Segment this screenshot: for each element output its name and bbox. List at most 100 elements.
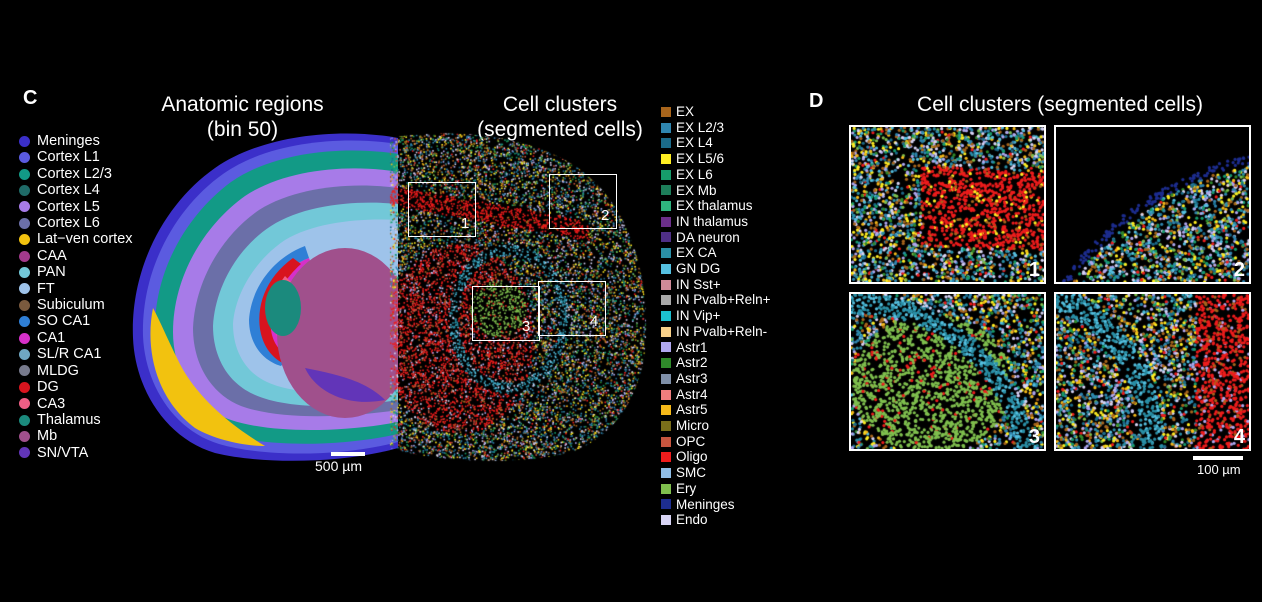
region-color-dot xyxy=(19,152,30,164)
cluster-legend-item: Ery xyxy=(661,481,771,497)
cluster-legend-label: IN Vip+ xyxy=(676,308,721,324)
region-legend-item: Cortex L1 xyxy=(19,149,133,165)
region-legend-item: Meninges xyxy=(19,133,133,149)
cluster-legend-label: Astr3 xyxy=(676,370,708,386)
cluster-legend-label: EX xyxy=(676,104,695,119)
cluster-color-square xyxy=(661,263,671,274)
cluster-legend-label: Astr2 xyxy=(676,355,708,371)
region-color-dot xyxy=(19,381,30,393)
region-color-dot xyxy=(19,398,30,410)
cluster-legend-item: IN Vip+ xyxy=(661,308,771,324)
cluster-legend-item: Astr1 xyxy=(661,340,771,356)
region-legend-item: SL/R CA1 xyxy=(19,346,133,362)
region-legend-item: PAN xyxy=(19,264,133,280)
region-color-dot xyxy=(19,431,30,443)
region-legend-label: Meninges xyxy=(37,133,100,149)
region-color-dot xyxy=(19,332,30,344)
inset-box-2 xyxy=(549,174,617,229)
cluster-legend-item: EX Mb xyxy=(661,183,771,199)
region-legend-label: Cortex L5 xyxy=(37,198,100,215)
region-color-dot xyxy=(19,168,30,180)
zoom-panel-3: 3 xyxy=(849,292,1046,451)
zoom-panel-4-label: 4 xyxy=(1233,426,1245,448)
region-legend-item: Mb xyxy=(19,428,133,444)
anatomic-regions-title-line1: Anatomic regions xyxy=(161,93,324,116)
cluster-legend-label: Astr1 xyxy=(676,339,708,355)
region-legend-item: Cortex L5 xyxy=(19,199,133,215)
cluster-legend-item: Micro xyxy=(661,418,771,434)
cluster-legend-item: Oligo xyxy=(661,449,771,465)
cluster-legend-item: EX thalamus xyxy=(661,198,771,214)
region-color-dot xyxy=(19,184,30,196)
cluster-legend-label: EX L2/3 xyxy=(676,119,725,135)
cluster-legend-label: IN Sst+ xyxy=(676,276,721,292)
cluster-legend-label: SMC xyxy=(676,465,706,481)
cluster-color-square xyxy=(661,420,671,431)
cluster-color-square xyxy=(661,405,671,416)
cluster-legend-label: EX L5/6 xyxy=(676,151,725,167)
cluster-color-square xyxy=(661,248,671,259)
cluster-legend-label: EX thalamus xyxy=(676,198,753,214)
region-color-dot xyxy=(19,135,30,147)
cluster-legend: EX EX L2/3 EX L4 EX L5/6 EX L6 EX Mb EX thalam… xyxy=(661,104,771,528)
cluster-legend-item: DA neuron xyxy=(661,230,771,246)
cluster-color-square xyxy=(661,452,671,463)
region-legend-item: Cortex L2/3 xyxy=(19,166,133,182)
region-color-dot xyxy=(19,217,30,229)
cluster-legend-item: IN Pvalb+Reln- xyxy=(661,324,771,340)
region-legend: Meninges Cortex L1 Cortex L2/3 Cortex L4 Cor… xyxy=(19,133,133,461)
region-legend-label: MLDG xyxy=(37,362,79,379)
anatomic-regions-title: Anatomic regions (bin 50) xyxy=(140,92,345,142)
zoom-panel-2: 2 xyxy=(1054,125,1251,284)
cluster-legend-item: EX xyxy=(661,104,771,120)
scalebar-500um xyxy=(331,452,365,456)
cluster-legend-label: EX L4 xyxy=(676,135,713,151)
inset-box-1 xyxy=(408,182,476,237)
cluster-color-square xyxy=(661,295,671,306)
region-color-dot xyxy=(19,316,30,328)
inset-box-1-label: 1 xyxy=(461,215,470,232)
scalebar-500um-label: 500 µm xyxy=(315,458,362,474)
cluster-legend-item: Endo xyxy=(661,512,771,528)
cluster-legend-item: SMC xyxy=(661,465,771,481)
region-legend-item: DG xyxy=(19,379,133,395)
region-legend-label: Subiculum xyxy=(37,297,105,314)
cluster-legend-item: EX L4 xyxy=(661,135,771,151)
cluster-color-square xyxy=(661,342,671,353)
cluster-color-square xyxy=(661,138,671,149)
region-color-dot xyxy=(19,250,30,262)
cluster-color-square xyxy=(661,216,671,227)
cluster-legend-label: Endo xyxy=(676,512,708,528)
zoom-panel-2-label: 2 xyxy=(1233,259,1245,281)
region-legend-label: Cortex L1 xyxy=(37,149,100,166)
panel-d-title: Cell clusters (segmented cells) xyxy=(917,93,1203,116)
cluster-legend-label: EX CA xyxy=(676,245,717,261)
cluster-color-square xyxy=(661,389,671,400)
zoom-panel-1: 1 xyxy=(849,125,1046,284)
region-legend-item: Cortex L6 xyxy=(19,215,133,231)
panel-c-letter: C xyxy=(23,87,38,109)
region-legend-label: SO CA1 xyxy=(37,313,91,330)
panel-d-letter: D xyxy=(809,90,824,112)
cluster-legend-item: Astr3 xyxy=(661,371,771,387)
region-legend-label: Cortex L6 xyxy=(37,215,100,232)
scalebar-100um-label: 100 µm xyxy=(1197,462,1241,477)
region-legend-item: MLDG xyxy=(19,363,133,379)
region-color-dot xyxy=(19,299,30,311)
cluster-color-square xyxy=(661,153,671,164)
cluster-color-square xyxy=(661,185,671,196)
cluster-legend-label: Ery xyxy=(676,480,697,496)
zoom-panel-4: 4 xyxy=(1054,292,1251,451)
cluster-color-square xyxy=(661,232,671,243)
cluster-legend-label: EX Mb xyxy=(676,182,717,198)
cluster-legend-item: Astr2 xyxy=(661,355,771,371)
cluster-legend-item: IN thalamus xyxy=(661,214,771,230)
cluster-legend-item: IN Sst+ xyxy=(661,277,771,293)
cluster-legend-label: IN thalamus xyxy=(676,213,749,229)
cluster-legend-item: Meninges xyxy=(661,497,771,513)
cluster-color-square xyxy=(661,169,671,180)
region-legend-label: Cortex L4 xyxy=(37,182,100,199)
cell-clusters-title-line1: Cell clusters xyxy=(502,93,618,116)
region-legend-item: Lat−ven cortex xyxy=(19,231,133,247)
zoom-panel-3-label: 3 xyxy=(1028,426,1040,448)
